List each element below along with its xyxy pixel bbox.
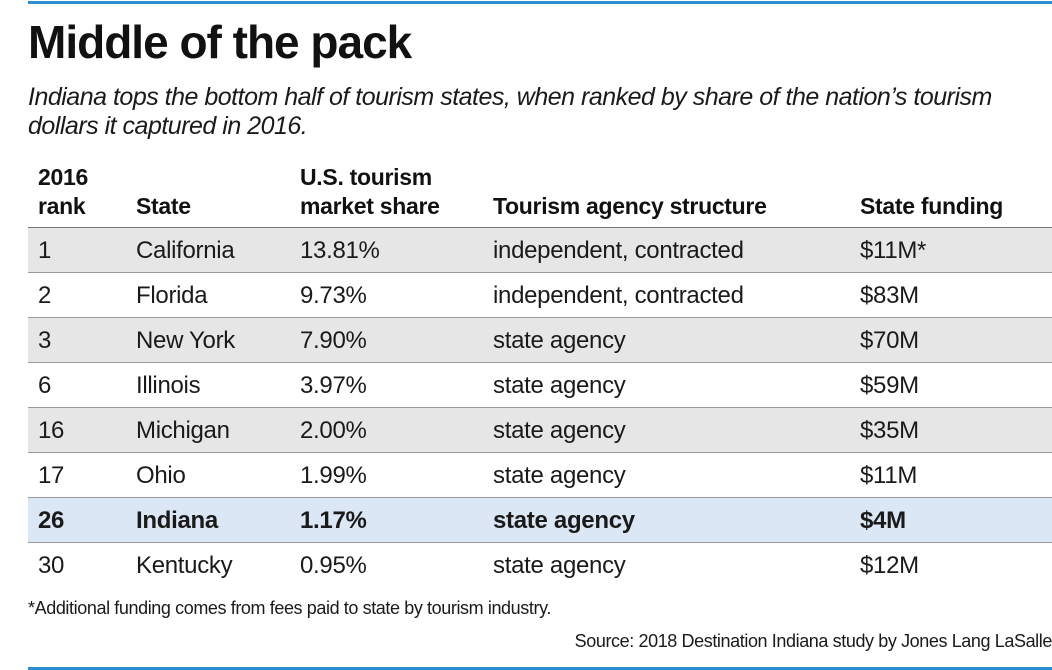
cell-market-share: 7.90% <box>300 327 367 354</box>
bottom-accent-rule <box>28 667 1052 670</box>
table-body: 1 California 13.81% independent, contracted… <box>28 228 1052 588</box>
cell-agency-structure: state agency <box>493 327 626 354</box>
chart-title: Middle of the pack <box>28 16 412 68</box>
cell-state: Michigan <box>136 417 230 444</box>
cell-state-funding: $35M <box>860 417 919 444</box>
table-row: 2 Florida 9.73% independent, contracted $83M <box>28 273 1052 318</box>
header-rank-line2: rank <box>38 193 86 219</box>
cell-market-share: 2.00% <box>300 417 367 444</box>
table-row: 3 New York 7.90% state agency $70M <box>28 318 1052 363</box>
header-rank-line1: 2016 <box>38 164 88 190</box>
table-row: 30 Kentucky 0.95% state agency $12M <box>28 543 1052 588</box>
cell-state-funding: $59M <box>860 372 919 399</box>
header-state: State <box>136 192 191 221</box>
cell-state: Illinois <box>136 372 201 399</box>
cell-agency-structure: state agency <box>493 417 626 444</box>
table-row: 1 California 13.81% independent, contracted… <box>28 228 1052 273</box>
chart-subtitle: Indiana tops the bottom half of tourism … <box>28 83 992 140</box>
header-agency-structure-label: Tourism agency structure <box>493 193 767 219</box>
footnote: *Additional funding comes from fees paid… <box>28 598 551 618</box>
header-state-funding-label: State funding <box>860 193 1004 219</box>
table-row: 26 Indiana 1.17% state agency $4M <box>28 498 1052 543</box>
cell-state: Florida <box>136 282 208 309</box>
cell-state-funding: $70M <box>860 327 919 354</box>
cell-state: California <box>136 237 235 264</box>
cell-market-share: 1.99% <box>300 462 367 489</box>
cell-rank: 2 <box>38 282 52 309</box>
table-row: 6 Illinois 3.97% state agency $59M <box>28 363 1052 408</box>
cell-market-share: 1.17% <box>300 507 367 534</box>
header-state-funding: State funding <box>860 192 1003 221</box>
cell-rank: 1 <box>38 237 52 264</box>
cell-state: Kentucky <box>136 552 233 579</box>
source-credit: Source: 2018 Destination Indiana study b… <box>574 631 1052 651</box>
cell-state: Indiana <box>136 507 218 534</box>
cell-agency-structure: independent, contracted <box>493 282 744 309</box>
cell-market-share: 3.97% <box>300 372 367 399</box>
tourism-table: 2016 rank State U.S. tourism market shar… <box>28 160 1052 588</box>
cell-agency-structure: state agency <box>493 507 635 534</box>
table-header: 2016 rank State U.S. tourism market shar… <box>28 160 1052 228</box>
cell-state-funding: $11M* <box>860 237 927 264</box>
cell-agency-structure: state agency <box>493 372 626 399</box>
cell-rank: 16 <box>38 417 65 444</box>
cell-market-share: 13.81% <box>300 237 380 264</box>
cell-agency-structure: state agency <box>493 462 626 489</box>
header-state-label: State <box>136 193 191 219</box>
header-rank: 2016 rank <box>38 163 88 221</box>
cell-state: New York <box>136 327 235 354</box>
header-market-share: U.S. tourism market share <box>300 163 440 221</box>
table-row: 16 Michigan 2.00% state agency $35M <box>28 408 1052 453</box>
cell-state: Ohio <box>136 462 186 489</box>
cell-market-share: 9.73% <box>300 282 367 309</box>
cell-rank: 17 <box>38 462 65 489</box>
cell-rank: 30 <box>38 552 65 579</box>
cell-agency-structure: state agency <box>493 552 626 579</box>
header-market-share-line2: market share <box>300 193 440 219</box>
header-market-share-line1: U.S. tourism <box>300 164 432 190</box>
cell-state-funding: $11M <box>860 462 918 489</box>
cell-state-funding: $12M <box>860 552 919 579</box>
cell-state-funding: $4M <box>860 507 906 534</box>
cell-rank: 3 <box>38 327 52 354</box>
header-agency-structure: Tourism agency structure <box>493 192 767 221</box>
cell-rank: 6 <box>38 372 52 399</box>
cell-rank: 26 <box>38 507 65 534</box>
top-accent-rule <box>28 1 1052 4</box>
cell-agency-structure: independent, contracted <box>493 237 744 264</box>
table-row: 17 Ohio 1.99% state agency $11M <box>28 453 1052 498</box>
cell-market-share: 0.95% <box>300 552 367 579</box>
cell-state-funding: $83M <box>860 282 919 309</box>
